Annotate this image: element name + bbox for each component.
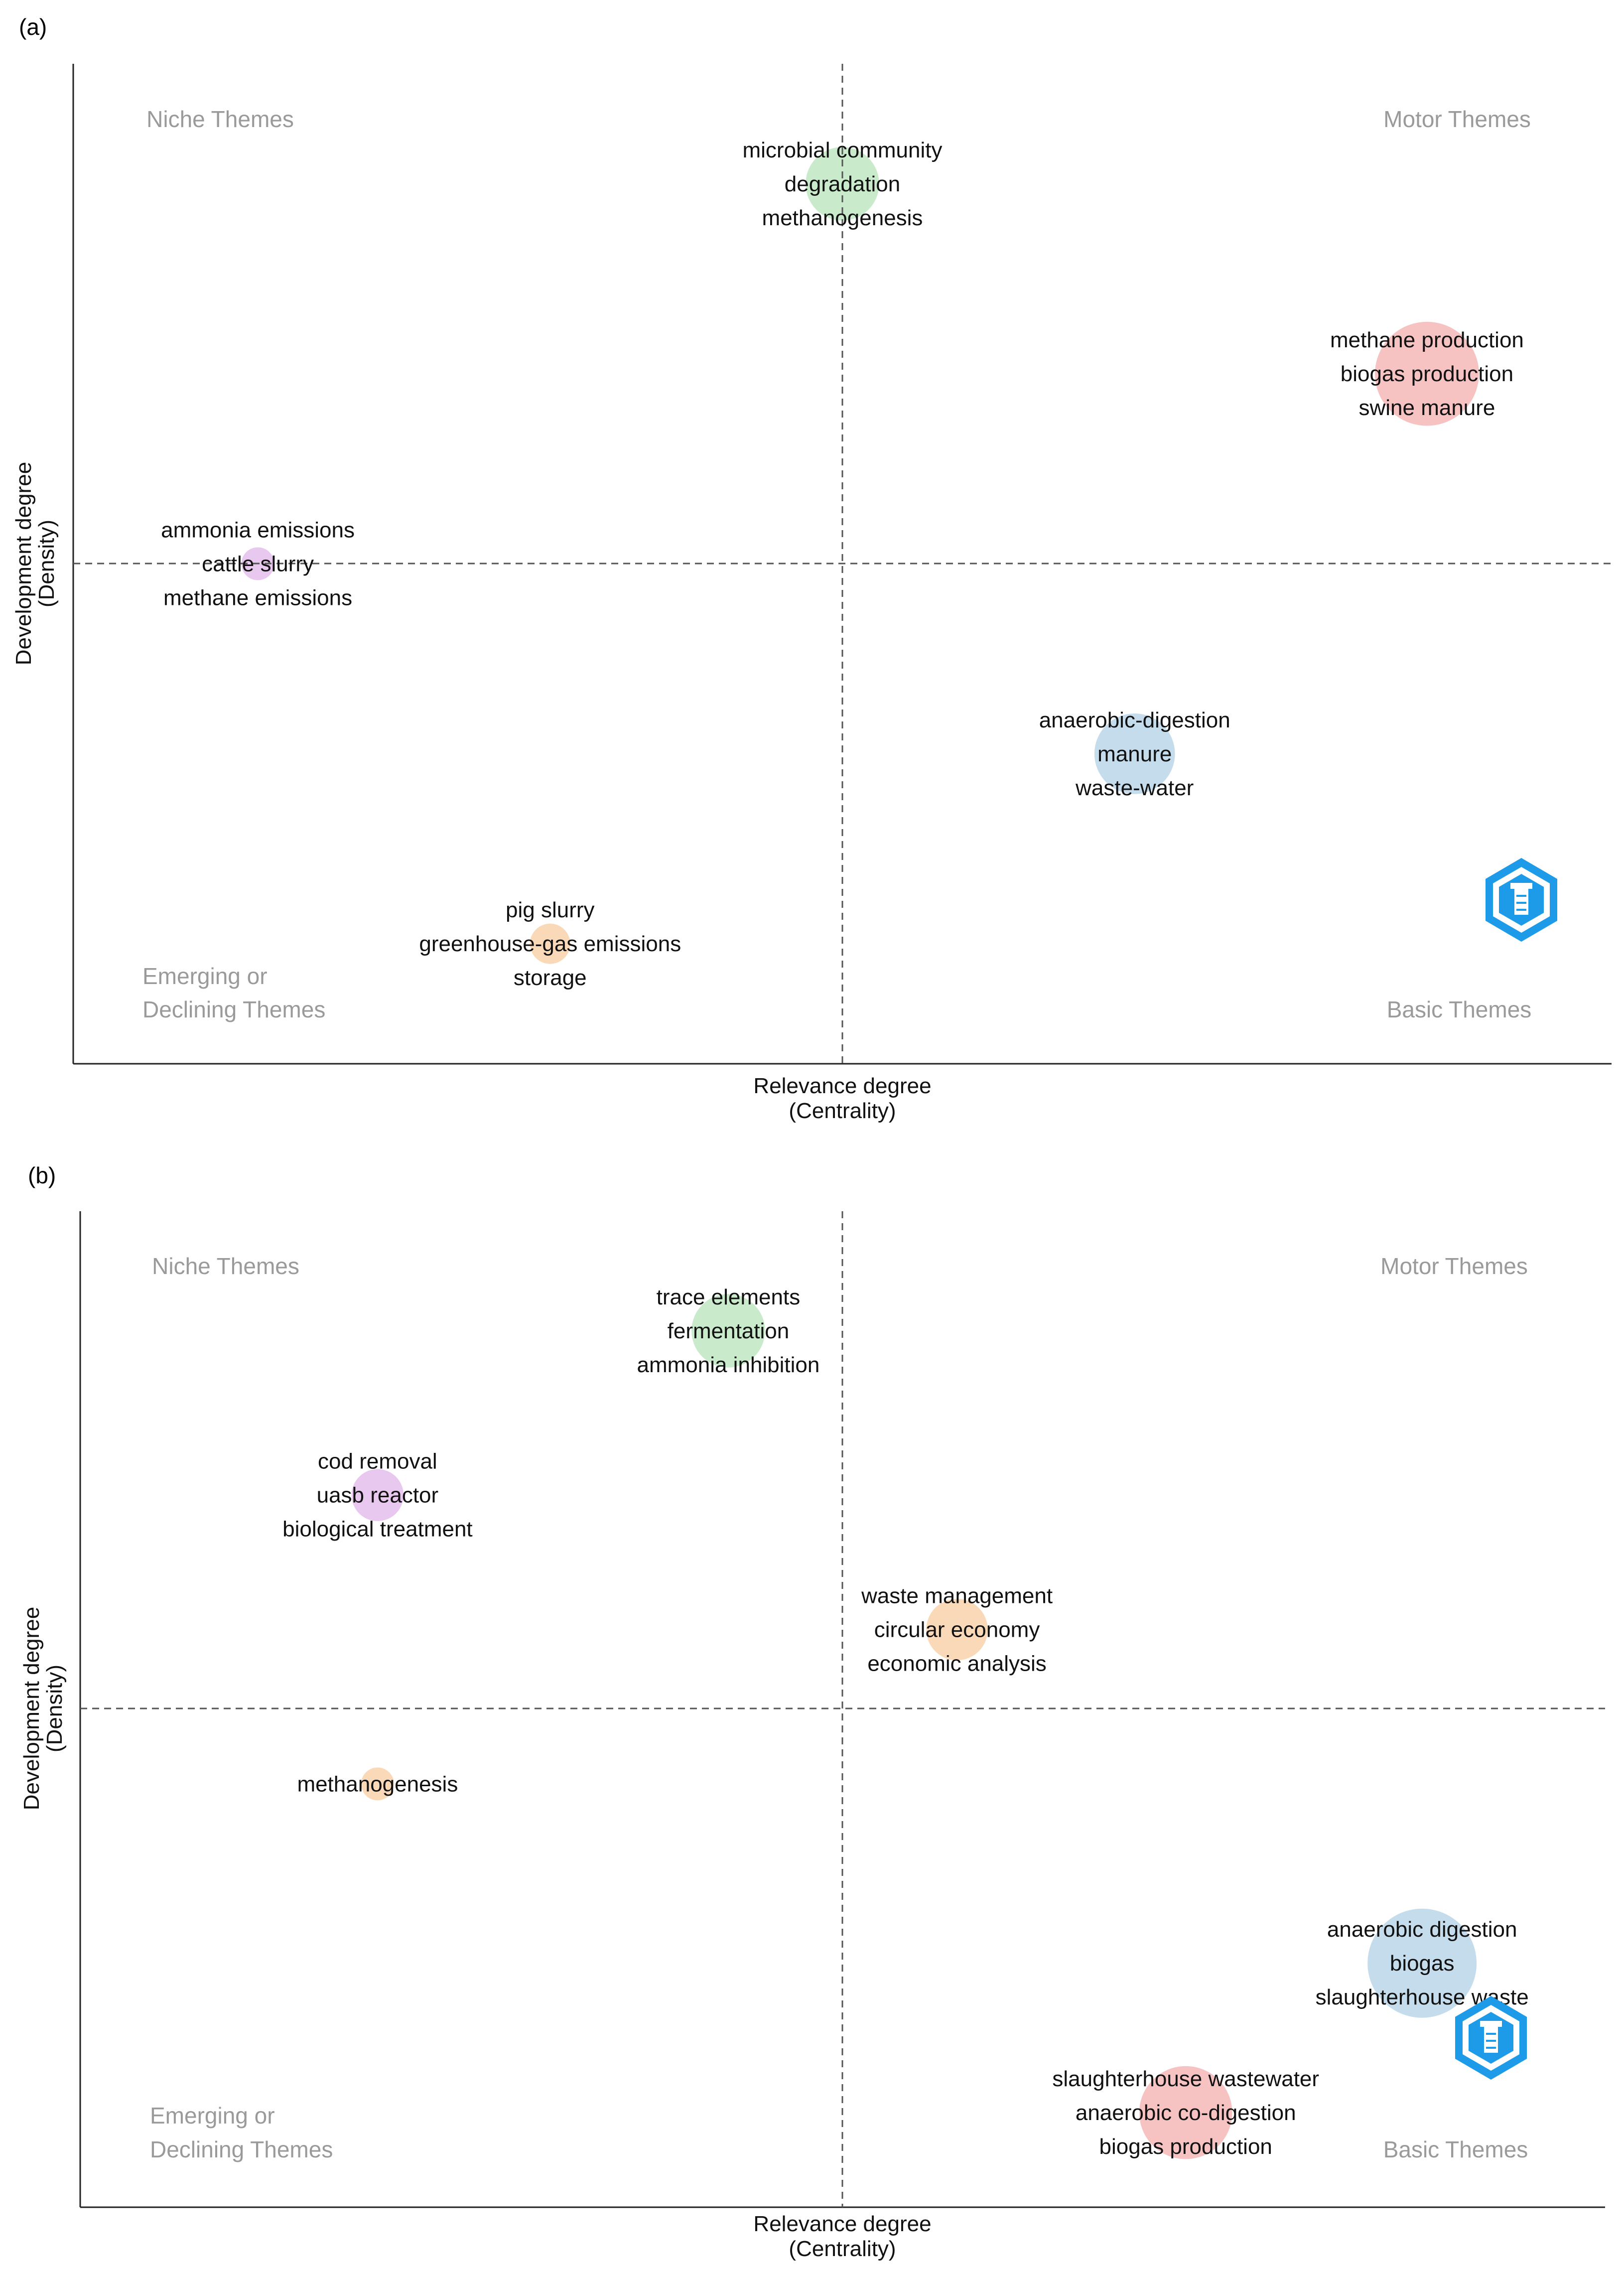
cluster-keyword-label: waste management [861, 1584, 1053, 1608]
cluster-bubble [1375, 321, 1479, 426]
panel-label: (b) [28, 1162, 56, 1188]
bubble-layer [241, 147, 1479, 964]
cluster-keyword-label: fermentation [668, 1319, 790, 1343]
cluster-keyword-label: cattle slurry [202, 552, 314, 576]
cluster-keyword-label: circular economy [874, 1618, 1040, 1642]
cluster-keyword-label: cod removal [318, 1449, 437, 1474]
panel-label: (a) [19, 14, 47, 40]
quadrant-label-motor: Motor Themes [1383, 106, 1531, 132]
cluster-keyword-label: biogas production [1099, 2134, 1272, 2159]
bibliometrix-icon [1486, 858, 1557, 942]
x-axis-subtitle: (Centrality) [789, 2237, 896, 2261]
cluster-keyword-label: methanogenesis [762, 206, 923, 230]
cluster-bubble [1139, 2066, 1232, 2159]
y-axis-subtitle: (Density) [42, 1665, 67, 1752]
x-axis-subtitle: (Centrality) [789, 1099, 896, 1123]
cluster-keyword-label: pig slurry [506, 898, 595, 922]
quadrant-label-basic: Basic Themes [1387, 996, 1532, 1022]
quadrant-label-emerging-line1: Emerging or [142, 963, 268, 989]
cluster-keyword-label: uasb reactor [317, 1483, 439, 1508]
cluster-bubble [361, 1767, 394, 1801]
cluster-keyword-label: anaerobic-digestion [1039, 708, 1230, 732]
cluster-bubble [351, 1469, 404, 1521]
quadrant-label-emerging-line1: Emerging or [150, 2103, 275, 2129]
quadrant-label-basic: Basic Themes [1383, 2136, 1528, 2162]
quadrant-label-emerging-line2: Declining Themes [142, 996, 325, 1022]
bubble-layer [351, 1294, 1477, 2159]
cluster-keyword-label: ammonia inhibition [637, 1353, 819, 1377]
quadrant-label-niche: Niche Themes [152, 1253, 299, 1279]
y-axis-subtitle: (Density) [34, 520, 59, 607]
cluster-keyword-label: manure [1097, 742, 1172, 766]
quadrant-label-niche: Niche Themes [146, 106, 294, 132]
cluster-keyword-label: economic analysis [867, 1652, 1047, 1676]
cluster-keyword-label: methane emissions [163, 586, 352, 610]
panel-b: (b) Niche Themes Motor Themes Emerging o… [19, 1162, 1605, 2261]
cluster-keyword-label: biological treatment [282, 1517, 473, 1542]
x-axis-title: Relevance degree [753, 2212, 931, 2236]
cluster-keyword-label: biogas [1390, 1951, 1455, 1976]
keyword-label-layer: trace elements fermentation ammonia inhibi… [282, 1285, 1529, 2159]
keyword-label-layer: microbial community degradation methanogen… [161, 138, 1524, 990]
x-axis-title: Relevance degree [753, 1074, 931, 1098]
panel-a: (a) Niche Themes Motor Themes Emerging o… [11, 14, 1612, 1123]
cluster-keyword-label: microbial community [743, 138, 943, 162]
cluster-keyword-label: waste-water [1075, 776, 1194, 800]
bibliometrix-icon [1455, 1996, 1527, 2080]
cluster-keyword-label: swine manure [1358, 396, 1495, 420]
cluster-bubble [691, 1294, 765, 1368]
cluster-keyword-label: methanogenesis [297, 1772, 458, 1796]
quadrant-label-motor: Motor Themes [1380, 1253, 1528, 1279]
cluster-bubble [1094, 713, 1175, 794]
quadrant-label-emerging-line2: Declining Themes [150, 2136, 333, 2162]
cluster-keyword-label: biogas production [1341, 362, 1513, 386]
cluster-bubble [1367, 1908, 1477, 2018]
cluster-keyword-label: storage [514, 966, 587, 990]
cluster-keyword-label: anaerobic co-digestion [1076, 2101, 1296, 2125]
cluster-keyword-label: slaughterhouse wastewater [1052, 2067, 1319, 2091]
cluster-bubble [530, 923, 570, 964]
cluster-keyword-label: ammonia emissions [161, 518, 355, 543]
cluster-keyword-label: trace elements [657, 1285, 801, 1309]
cluster-bubble [926, 1598, 988, 1661]
cluster-keyword-label: degradation [785, 172, 900, 196]
cluster-keyword-label: greenhouse-gas emissions [419, 932, 681, 956]
cluster-keyword-label: anaerobic digestion [1327, 1917, 1517, 1942]
y-axis-title: Development degree [19, 1607, 44, 1810]
y-axis-title: Development degree [11, 462, 36, 665]
cluster-keyword-label: methane production [1330, 328, 1524, 352]
